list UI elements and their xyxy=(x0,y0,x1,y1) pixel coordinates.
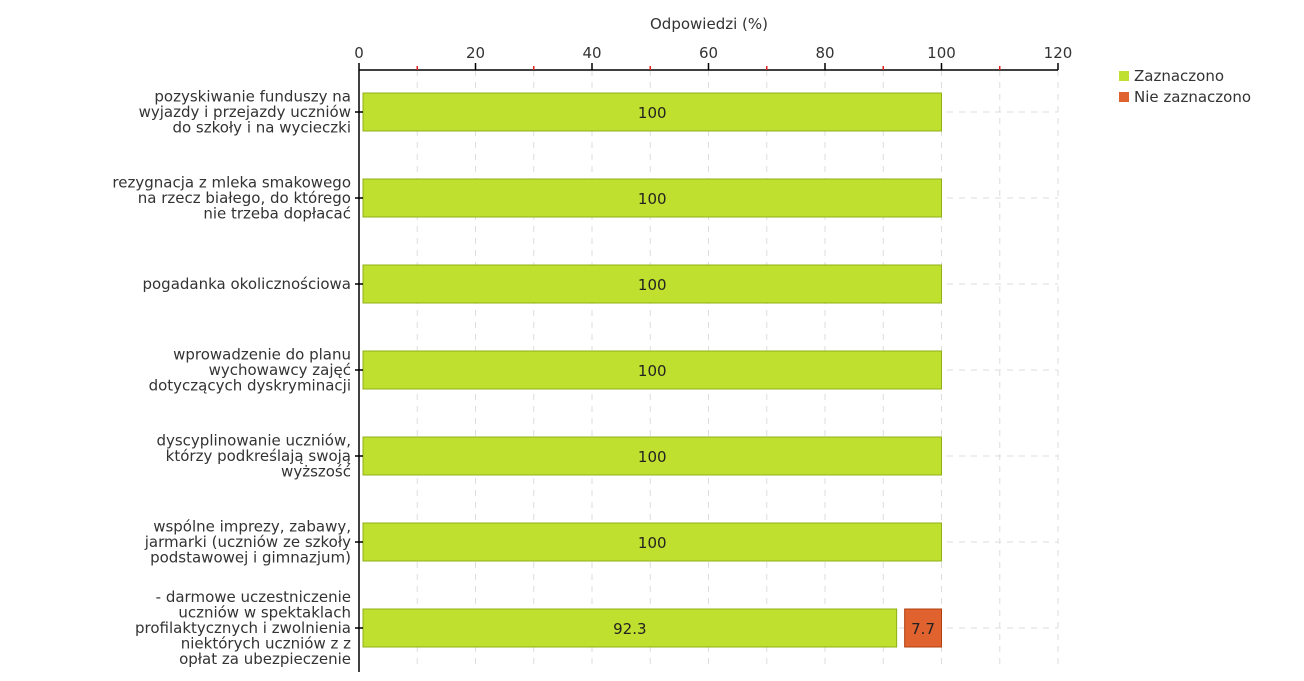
bar xyxy=(362,522,942,562)
x-tick-label: 20 xyxy=(466,44,485,62)
data-label: 100 xyxy=(638,190,667,208)
data-label: 100 xyxy=(638,104,667,122)
legend-label: Nie zaznaczono xyxy=(1134,87,1252,106)
legend-item-nie-zaznaczono: Nie zaznaczono xyxy=(1119,86,1251,107)
category-labels: pozyskiwanie funduszy na wyjazdy i przeja… xyxy=(112,88,351,669)
x-tick-label: 40 xyxy=(582,44,601,62)
category-label: rezygnacja z mleka smakowego na rzecz bia… xyxy=(112,174,351,223)
bar xyxy=(362,350,942,390)
x-tick-label: 120 xyxy=(1044,44,1073,62)
data-label: 7.7 xyxy=(911,620,935,638)
category-label: pogadanka okolicznościowa xyxy=(142,275,351,293)
x-tick-label: 60 xyxy=(699,44,718,62)
legend-label: Zaznaczono xyxy=(1134,66,1225,85)
data-label: 92.3 xyxy=(613,620,646,638)
x-tick-label: 100 xyxy=(927,44,956,62)
category-label: - darmowe uczestniczenie uczniów w spekta… xyxy=(135,588,351,668)
x-tick-label: 0 xyxy=(354,44,364,62)
bar xyxy=(904,608,943,648)
bar xyxy=(362,92,942,132)
data-label: 100 xyxy=(638,448,667,466)
data-label: 100 xyxy=(638,534,667,552)
bar xyxy=(362,608,898,648)
category-label: wprowadzenie do planu wychowawcy zajęć dot… xyxy=(149,346,351,395)
legend-item-zaznaczono: Zaznaczono xyxy=(1119,65,1251,86)
x-axis-title: Odpowiedzi (%) xyxy=(650,15,768,33)
legend: Zaznaczono Nie zaznaczono xyxy=(1119,65,1251,107)
category-label: pozyskiwanie funduszy na wyjazdy i przeja… xyxy=(139,88,351,137)
category-label: dyscyplinowanie uczniów, którzy podkreśla… xyxy=(156,432,351,481)
legend-swatch xyxy=(1119,70,1129,81)
x-tick-label: 80 xyxy=(815,44,834,62)
data-label: 100 xyxy=(638,276,667,294)
x-ticks: 0 20 40 60 80 100 120 xyxy=(354,44,1072,70)
bar xyxy=(362,436,942,476)
data-label: 100 xyxy=(638,362,667,380)
legend-swatch xyxy=(1119,91,1129,102)
category-label: wspólne imprezy, zabawy, jarmarki (ucznió… xyxy=(144,518,351,567)
bars: 100 100 100 100 100 100 92.3 7.7 xyxy=(362,92,943,648)
